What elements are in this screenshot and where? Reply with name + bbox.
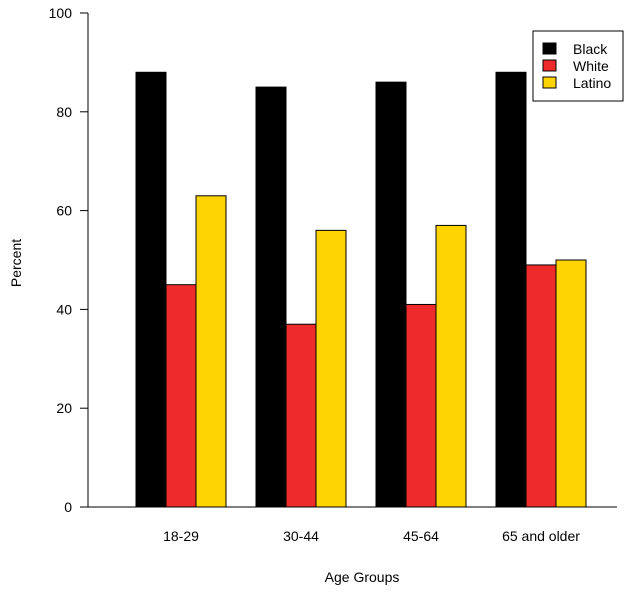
- x-category-label: 30-44: [283, 528, 319, 544]
- x-category-label: 65 and older: [502, 528, 580, 544]
- bar-white-2: [405, 303, 437, 508]
- x-category-label: 18-29: [163, 528, 199, 544]
- legend-swatch-black: [542, 42, 557, 55]
- bar-latino-2: [435, 224, 467, 508]
- legend-swatch-white: [542, 59, 557, 72]
- bar-black-3: [495, 71, 527, 508]
- bar-white-0: [165, 284, 197, 508]
- y-tick-label: 60: [56, 203, 72, 219]
- y-tick-label: 80: [56, 104, 72, 120]
- legend-label-white: White: [573, 58, 609, 74]
- y-tick-label: 100: [49, 5, 73, 21]
- bar-latino-0: [195, 195, 227, 508]
- bar-black-2: [375, 81, 407, 508]
- legend-label-latino: Latino: [573, 75, 611, 91]
- bar-latino-1: [315, 229, 347, 508]
- bar-latino-3: [555, 259, 587, 508]
- bar-white-3: [525, 264, 557, 508]
- bar-black-1: [255, 86, 287, 508]
- legend-swatch-latino: [542, 76, 557, 89]
- y-tick-label: 40: [56, 301, 72, 317]
- x-axis-label: Age Groups: [325, 569, 400, 585]
- legend-label-black: Black: [573, 41, 608, 57]
- y-axis-label: Percent: [8, 239, 24, 287]
- x-category-label: 45-64: [403, 528, 439, 544]
- bar-white-1: [285, 323, 317, 508]
- y-tick-label: 20: [56, 400, 72, 416]
- y-tick-label: 0: [64, 499, 72, 515]
- bar-black-0: [135, 71, 167, 508]
- bars: [135, 71, 587, 508]
